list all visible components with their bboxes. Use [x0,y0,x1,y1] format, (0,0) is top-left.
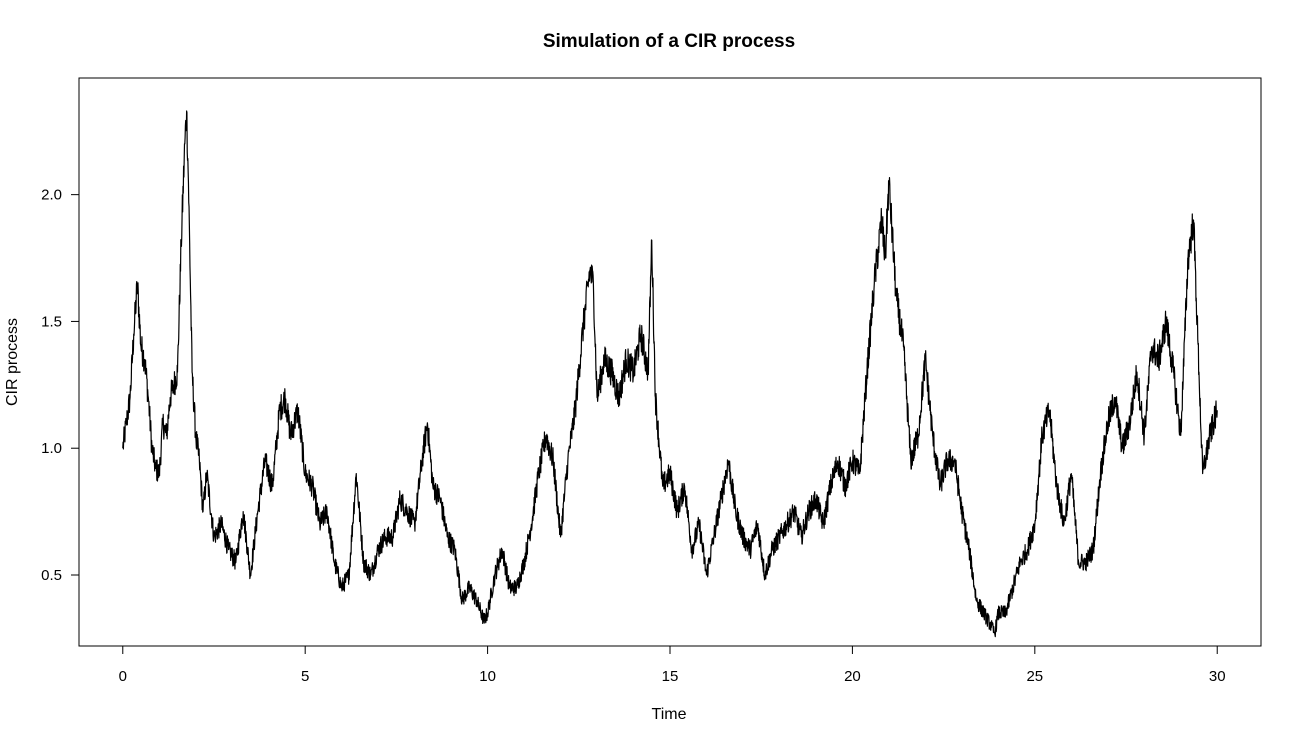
x-tick-label: 25 [1026,668,1043,685]
y-tick-label: 1.5 [41,313,62,330]
y-tick-label: 2.0 [41,187,62,204]
chart-title: Simulation of a CIR process [543,31,795,52]
series-line [122,110,1218,638]
x-tick-label: 10 [479,668,496,685]
y-axis-label: CIR process [4,318,21,406]
x-tick-label: 5 [301,668,309,685]
x-tick-label: 20 [844,668,861,685]
x-axis: 0 5 10 15 20 25 30 [119,645,1226,685]
x-axis-label: Time [652,706,687,723]
y-tick-label: 1.0 [41,440,62,457]
y-tick-label: 0.5 [41,567,62,584]
x-tick-label: 0 [119,668,127,685]
y-axis: 0.5 1.0 1.5 2.0 [41,187,80,584]
x-tick-label: 30 [1209,668,1226,685]
x-tick-label: 15 [662,668,679,685]
